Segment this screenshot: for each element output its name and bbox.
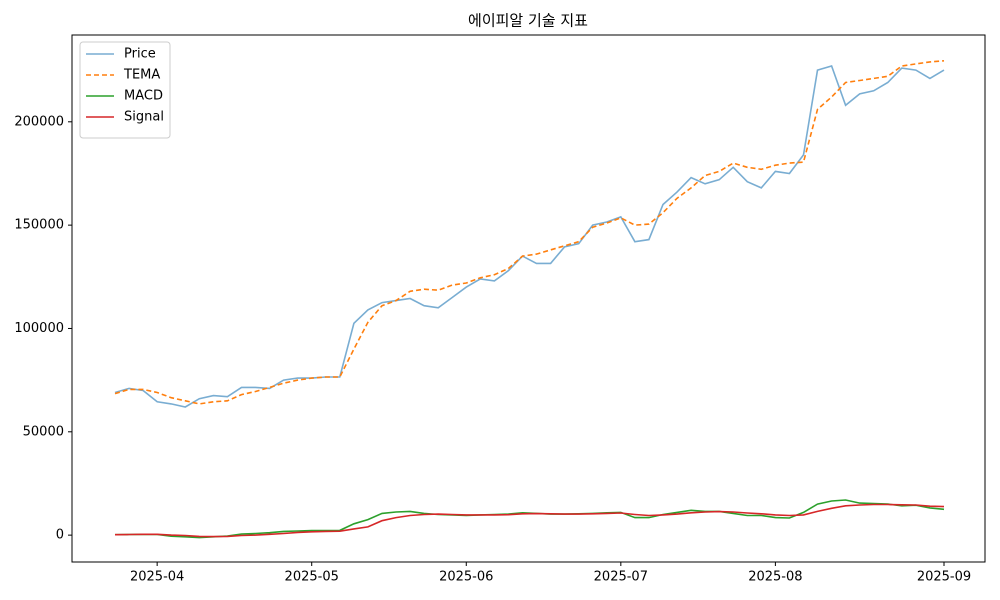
legend-label: TEMA	[123, 68, 160, 83]
y-tick-label: 100000	[14, 321, 64, 336]
legend-label: Price	[124, 47, 156, 62]
legend-label: MACD	[124, 89, 163, 104]
x-tick-label: 2025-08	[748, 570, 802, 585]
x-tick-label: 2025-07	[594, 570, 648, 585]
x-tick-label: 2025-04	[130, 570, 184, 585]
y-tick-label: 150000	[14, 218, 64, 233]
y-tick-label: 0	[56, 528, 64, 543]
legend-box	[79, 41, 171, 139]
series-line	[114, 503, 945, 538]
series-line	[114, 65, 945, 408]
x-tick-label: 2025-09	[917, 570, 971, 585]
chart-title: 에이피알 기술 지표	[468, 12, 588, 30]
y-tick-label: 200000	[14, 114, 64, 129]
x-tick-label: 2025-05	[285, 570, 339, 585]
x-tick-label: 2025-06	[439, 570, 493, 585]
y-tick-label: 50000	[23, 424, 64, 439]
series-line	[114, 60, 945, 405]
legend-label: Signal	[124, 110, 164, 125]
plot-frame	[71, 34, 986, 563]
